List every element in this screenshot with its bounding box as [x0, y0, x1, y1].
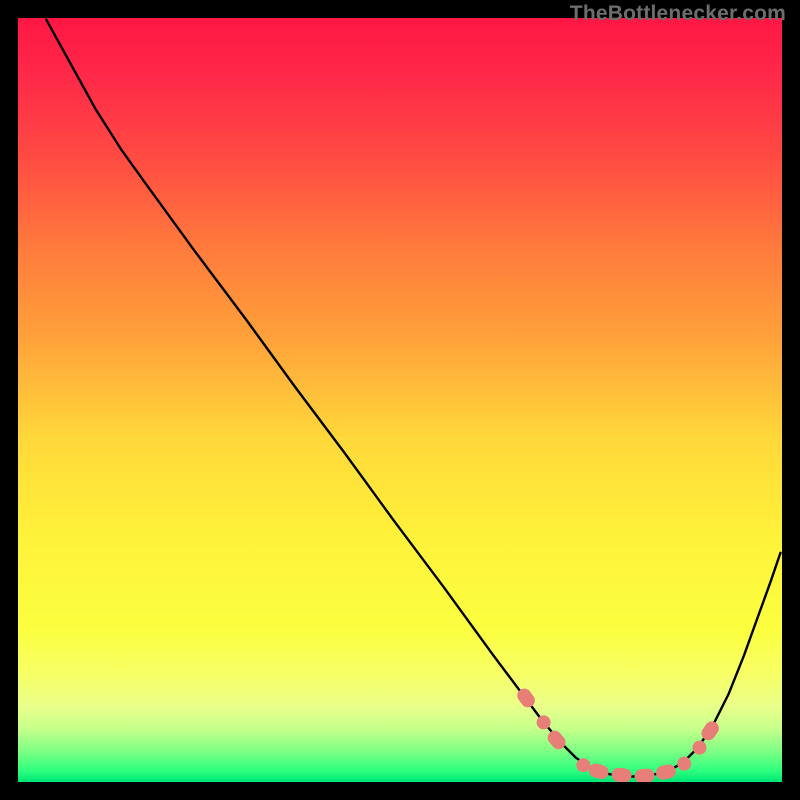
- marker-dot: [692, 741, 706, 755]
- marker-dot: [576, 758, 590, 772]
- plot-svg: [18, 18, 782, 782]
- chart-root: TheBottlenecker.com: [0, 0, 800, 800]
- gradient-background: [18, 18, 782, 782]
- marker-dot: [677, 757, 691, 771]
- watermark-text: TheBottlenecker.com: [570, 2, 786, 26]
- marker-dot: [537, 715, 551, 729]
- plot-area: [18, 18, 782, 782]
- bottom-green-band: [18, 779, 782, 782]
